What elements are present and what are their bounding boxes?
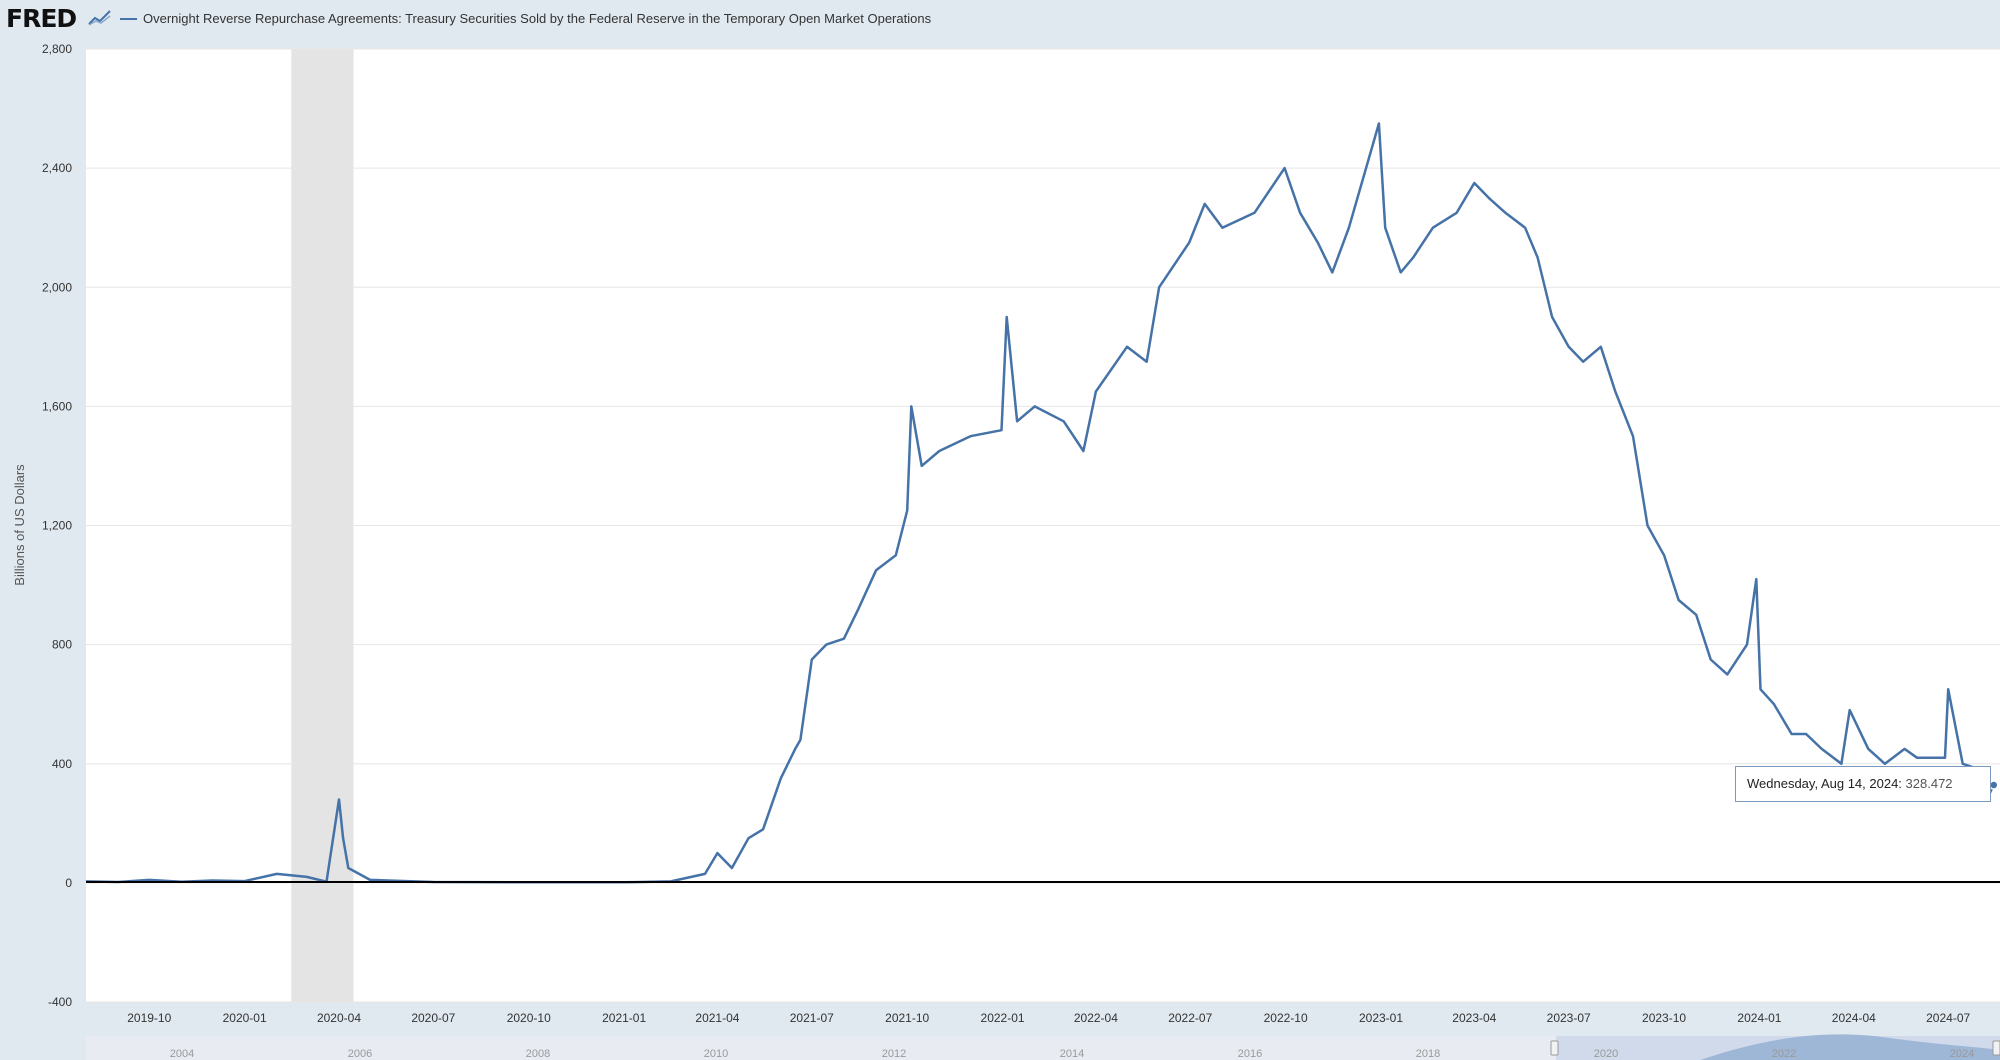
x-axis-ticks: 2019-10 2020-01 2020-04 2020-07 2020-10 2021-… [127,1011,1970,1025]
x-tick-label: 2024-01 [1737,1011,1781,1025]
navigator-tick-label: 2008 [526,1048,550,1060]
navigator-tick-label: 2004 [170,1048,194,1060]
chart-header: FRED Overnight Reverse Repurchase Agreem… [0,0,2000,38]
chart-line-icon [88,10,111,26]
navigator-handle-left[interactable] [1550,1040,1559,1056]
x-tick-label: 2022-04 [1074,1011,1118,1025]
tooltip-value: 328.472 [1905,776,1953,791]
x-tick-label: 2023-07 [1547,1011,1591,1025]
navigator-handle-right[interactable] [1992,1040,2000,1056]
navigator-tick-label: 2018 [1416,1048,1440,1060]
navigator-tick-label: 2014 [1060,1048,1084,1060]
x-tick-label: 2020-01 [223,1011,267,1025]
navigator-series [1700,1034,2000,1060]
x-tick-label: 2021-07 [790,1011,834,1025]
x-tick-label: 2023-10 [1642,1011,1686,1025]
x-tick-label: 2023-01 [1359,1011,1403,1025]
navigator-tick-label: 2020 [1594,1048,1618,1060]
x-tick-label: 2020-04 [317,1011,361,1025]
y-tick-label: 800 [52,638,72,652]
y-axis-label: Billions of US Dollars [12,464,27,586]
x-tick-label: 2022-07 [1168,1011,1212,1025]
navigator-tick-label: 2010 [704,1048,728,1060]
navigator[interactable]: 2004 2006 2008 2010 2012 2014 2016 2018 2020 2022… [86,1034,2000,1060]
tooltip: Wednesday, Aug 14, 2024: 328.472 [1735,766,1991,802]
fred-logo[interactable]: FRED [6,4,77,33]
x-tick-label: 2024-07 [1926,1011,1970,1025]
navigator-tick-label: 2016 [1238,1048,1262,1060]
y-axis-ticks: 2,800 2,400 2,000 1,600 1,200 800 400 0 -400 [42,42,72,1009]
y-tick-label: 2,000 [42,280,72,294]
tooltip-date: Wednesday, Aug 14, 2024: [1747,776,1902,791]
x-tick-label: 2020-10 [507,1011,551,1025]
x-tick-label: 2021-04 [695,1011,739,1025]
y-tick-label: 1,600 [42,399,72,413]
y-tick-label: -400 [48,995,72,1009]
legend-swatch [120,17,137,20]
y-tick-label: 400 [52,757,72,771]
x-tick-label: 2022-01 [981,1011,1025,1025]
navigator-tick-label: 2006 [348,1048,372,1060]
x-tick-label: 2024-04 [1832,1011,1876,1025]
x-tick-label: 2021-10 [885,1011,929,1025]
x-tick-label: 2023-04 [1452,1011,1496,1025]
x-tick-label: 2020-07 [411,1011,455,1025]
legend[interactable]: Overnight Reverse Repurchase Agreements:… [120,11,931,26]
x-tick-label: 2019-10 [127,1011,171,1025]
y-tick-label: 0 [65,876,72,890]
y-tick-label: 2,400 [42,161,72,175]
y-tick-label: 1,200 [42,519,72,533]
navigator-tick-label: 2022 [1772,1048,1796,1060]
navigator-tick-label: 2024 [1950,1048,1974,1060]
navigator-tick-label: 2012 [882,1048,906,1060]
x-tick-label: 2022-10 [1264,1011,1308,1025]
navigator-ticks: 2004 2006 2008 2010 2012 2014 2016 2018 2020 2022… [170,1048,1974,1060]
x-tick-label: 2021-01 [602,1011,646,1025]
series-title: Overnight Reverse Repurchase Agreements:… [143,11,932,26]
y-tick-label: 2,800 [42,42,72,56]
